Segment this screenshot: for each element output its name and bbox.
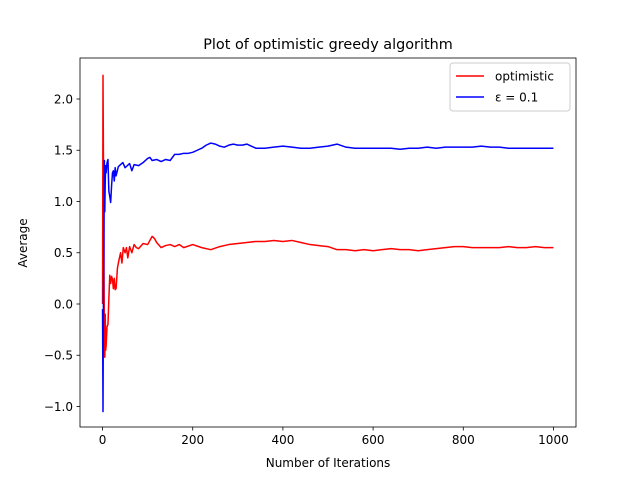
chart-title: Plot of optimistic greedy algorithm: [203, 37, 452, 53]
legend-label: ε = 0.1: [495, 90, 538, 104]
y-axis-label: Average: [16, 218, 30, 267]
legend-box: [449, 62, 571, 112]
series-line-optimistic: [101, 74, 554, 359]
y-tick-label: 1.0: [54, 195, 73, 209]
legend: optimistic ε = 0.1: [449, 62, 571, 112]
x-tick-label: 1000: [538, 433, 569, 447]
series-lines: [101, 74, 554, 413]
x-tick-label: 400: [271, 433, 294, 447]
axis-ticks: 0 200 400 600 800 1000 −1.0 −0.5 0.0 0.5 1.0 1.5 2.0: [44, 92, 569, 447]
y-tick-label: 0.0: [54, 297, 73, 311]
y-tick-label: −0.5: [44, 349, 73, 363]
axes-frame: [79, 57, 577, 428]
series-line-epsilon-greedy: [101, 142, 554, 413]
plot-area: [80, 58, 576, 427]
x-axis-label: Number of Iterations: [266, 456, 391, 470]
x-tick-label: 200: [181, 433, 204, 447]
legend-label: optimistic: [495, 69, 554, 83]
y-tick-label: 1.5: [54, 144, 73, 158]
y-tick-label: 2.0: [54, 92, 73, 106]
x-tick-label: 800: [452, 433, 475, 447]
y-tick-label: −1.0: [44, 400, 73, 414]
x-tick-label: 0: [99, 433, 107, 447]
axes-border: [79, 57, 577, 428]
x-tick-label: 600: [362, 433, 385, 447]
y-tick-label: 0.5: [54, 246, 73, 260]
